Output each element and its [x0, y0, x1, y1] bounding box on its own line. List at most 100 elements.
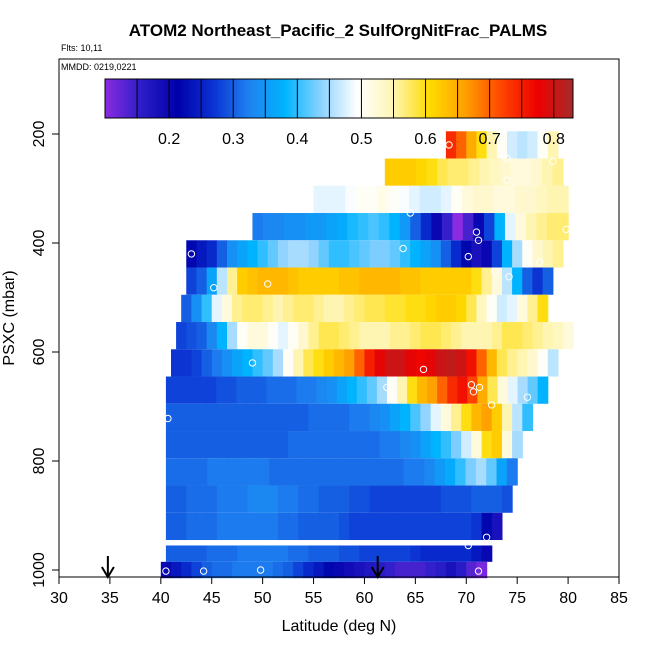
heat-cell [326, 213, 338, 241]
heat-cell [171, 349, 182, 377]
heat-cell [420, 403, 432, 432]
colorbar-swatch [241, 79, 244, 118]
heat-cell [242, 294, 254, 323]
heat-cell [481, 512, 493, 541]
colorbar-swatch [327, 79, 330, 118]
data-marker [488, 401, 496, 409]
heat-cell [451, 267, 462, 295]
heat-cell [232, 294, 243, 323]
heat-cell [196, 545, 208, 562]
heat-cell [186, 267, 198, 295]
heat-cell [303, 349, 315, 377]
heat-cell [216, 376, 227, 404]
heat-cell [382, 458, 394, 486]
heat-cell [425, 349, 437, 377]
heat-cell [316, 376, 328, 404]
colorbar-swatch [481, 79, 484, 118]
heat-cell [288, 545, 299, 562]
heat-cell [389, 512, 401, 541]
heat-cell [165, 431, 177, 459]
heat-cell [461, 403, 472, 432]
heat-cell [308, 267, 320, 295]
heat-cell [457, 376, 468, 404]
heat-cell [410, 322, 422, 350]
heat-cell [410, 431, 422, 459]
heat-cell [386, 376, 398, 404]
x-tick-label: 40 [152, 590, 170, 607]
heat-cell [267, 431, 279, 459]
heat-cell [206, 322, 218, 350]
heat-cell [364, 294, 376, 323]
colorbar-swatch [321, 79, 324, 118]
y-tick-label: 800 [31, 448, 48, 475]
heat-cell [206, 376, 217, 404]
colorbar-swatch [407, 79, 410, 118]
heat-cell [471, 545, 483, 562]
heat-cell [288, 322, 299, 350]
heat-cell [357, 213, 369, 241]
colorbar-swatch [159, 79, 162, 118]
heat-cell [227, 512, 238, 541]
heat-cell [328, 431, 340, 459]
heat-cell [440, 512, 452, 541]
heat-cell [211, 349, 223, 377]
heat-cell [400, 403, 411, 432]
heat-cell [410, 240, 422, 268]
heat-cell [336, 376, 348, 404]
heat-cell [324, 185, 336, 214]
heat-cell [206, 512, 218, 541]
heat-cell [440, 267, 452, 295]
heat-cell [252, 213, 264, 241]
heat-cell [248, 458, 260, 486]
colorbar-swatch [495, 79, 498, 118]
heat-cell [196, 458, 208, 486]
heat-cell [486, 458, 498, 486]
heat-cell [308, 545, 320, 562]
heat-cell [430, 267, 442, 295]
heat-cell [532, 322, 544, 350]
heat-cell [496, 294, 508, 323]
heat-cell [333, 349, 345, 377]
colorbar-swatch [271, 79, 274, 118]
heat-cell [410, 545, 422, 562]
heat-cell [389, 403, 401, 432]
colorbar-swatch [345, 79, 348, 118]
heat-cell [451, 403, 462, 432]
heat-cell [201, 349, 213, 377]
colorbar-swatch [449, 79, 452, 118]
colorbar-swatch [249, 79, 252, 118]
heat-cell [398, 185, 410, 214]
heat-cell [171, 561, 182, 579]
colorbar-swatch [389, 79, 392, 118]
heat-cell [186, 431, 198, 459]
colorbar-swatch [493, 79, 496, 118]
heat-cell [476, 294, 488, 323]
colorbar-swatch [413, 79, 416, 118]
heat-cell [298, 512, 310, 541]
heat-cell [283, 294, 294, 323]
heat-cell [216, 512, 228, 541]
colorbar-swatch [107, 79, 110, 118]
colorbar-swatch [173, 79, 176, 118]
heat-cell [507, 376, 519, 404]
colorbar-swatch [535, 79, 538, 118]
heat-cell [349, 267, 360, 295]
heat-cell [379, 240, 391, 268]
colorbar-swatch [499, 79, 502, 118]
colorbar-swatch [385, 79, 388, 118]
heat-cell [186, 403, 198, 432]
heat-cell [267, 267, 279, 295]
colorbar-swatch [263, 79, 266, 118]
heat-cell [440, 322, 452, 350]
heat-cell [500, 158, 512, 186]
colorbar-swatch [357, 79, 360, 118]
data-marker [445, 141, 453, 149]
heat-cell [481, 240, 493, 268]
colorbar-swatch [395, 79, 398, 118]
colorbar-swatch [233, 79, 236, 118]
heat-cell [196, 376, 207, 404]
heat-cell [486, 349, 498, 377]
data-marker [164, 414, 172, 423]
heat-cell [267, 240, 279, 268]
heat-cell [477, 376, 489, 404]
